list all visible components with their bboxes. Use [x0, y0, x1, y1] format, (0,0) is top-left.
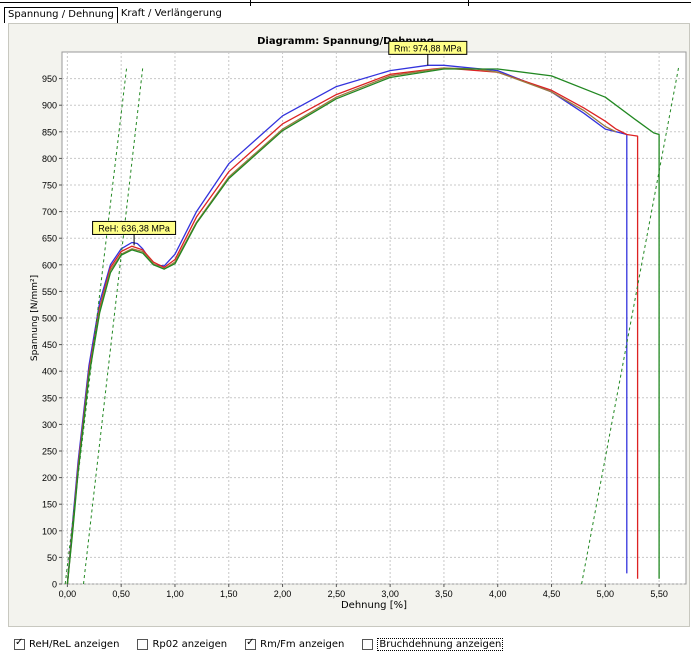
- y-tick-label: 0: [52, 580, 57, 590]
- annotation-label: Rm: 974,88 MPa: [394, 43, 462, 53]
- rp02-label: Rp02 anzeigen: [152, 638, 228, 650]
- y-tick-label: 750: [42, 181, 57, 191]
- y-tick-label: 850: [42, 127, 57, 137]
- options-bar: ReH/ReL anzeigen Rp02 anzeigen Rm/Fm anz…: [14, 636, 521, 652]
- x-tick-label: 4,50: [543, 589, 561, 599]
- x-tick-label: 2,50: [328, 589, 346, 599]
- y-tick-label: 250: [42, 447, 57, 457]
- y-tick-label: 450: [42, 340, 57, 350]
- y-tick-label: 800: [42, 154, 57, 164]
- x-tick-label: 3,50: [435, 589, 453, 599]
- annotation-box: [388, 40, 468, 55]
- stress-curve-3: [66, 68, 660, 584]
- rm-fm-checkbox[interactable]: Rm/Fm anzeigen: [245, 637, 345, 650]
- x-tick-label: 1,50: [220, 589, 238, 599]
- reh-rel-checkbox-box[interactable]: [14, 637, 25, 650]
- y-tick-label: 900: [42, 101, 57, 111]
- annotation-box: [92, 220, 177, 235]
- rp02-checkbox-box[interactable]: [137, 638, 149, 650]
- y-tick-label: 650: [42, 234, 57, 244]
- bruchdehnung-label: Bruchdehnung anzeigen: [377, 637, 504, 651]
- tab-spannung-dehnung[interactable]: Spannung / Dehnung: [4, 7, 118, 23]
- y-axis-label: Spannung [N/mm²]: [30, 275, 40, 361]
- x-axis-label: Dehnung [%]: [341, 600, 407, 611]
- top-border: [0, 0, 691, 6]
- tab-bar: Spannung / Dehnung Kraft / Verlängerung: [4, 7, 225, 23]
- tab-kraft-verlaengerung[interactable]: Kraft / Verlängerung: [120, 8, 222, 19]
- y-tick-label: 600: [42, 260, 57, 270]
- x-tick-label: 5,00: [597, 589, 615, 599]
- fit-line-4: [64, 67, 128, 584]
- chart-title: Diagramm: Spannung/Dehnung: [257, 36, 434, 47]
- fit-line-5: [83, 67, 144, 584]
- reh-rel-label: ReH/ReL anzeigen: [29, 638, 120, 650]
- x-tick-label: 0,50: [112, 589, 130, 599]
- y-tick-label: 700: [42, 207, 57, 217]
- y-tick-label: 500: [42, 314, 57, 324]
- bruchdehnung-checkbox[interactable]: Bruchdehnung anzeigen: [362, 637, 504, 651]
- stress-curve-1: [66, 67, 639, 584]
- y-tick-label: 350: [42, 393, 57, 403]
- x-tick-label: 5,50: [650, 589, 668, 599]
- rm-fm-label: Rm/Fm anzeigen: [260, 638, 345, 650]
- y-tick-label: 150: [42, 500, 57, 510]
- bruchdehnung-checkbox-box[interactable]: [362, 638, 374, 650]
- y-tick-label: 300: [42, 420, 57, 430]
- rp02-checkbox[interactable]: Rp02 anzeigen: [137, 638, 228, 650]
- x-tick-label: 1,00: [166, 589, 184, 599]
- y-tick-label: 200: [42, 473, 57, 483]
- y-tick-label: 550: [42, 287, 57, 297]
- x-tick-label: 3,00: [381, 589, 399, 599]
- reh-rel-checkbox[interactable]: ReH/ReL anzeigen: [14, 637, 120, 650]
- x-tick-label: 0,00: [59, 589, 77, 599]
- rm-fm-checkbox-box[interactable]: [245, 637, 257, 650]
- y-tick-label: 950: [42, 74, 57, 84]
- y-tick-label: 50: [47, 553, 57, 563]
- x-tick-label: 4,00: [489, 589, 507, 599]
- x-tick-label: 2,00: [274, 589, 292, 599]
- stress-curve-0: [66, 64, 628, 584]
- y-tick-label: 400: [42, 367, 57, 377]
- y-tick-label: 100: [42, 526, 57, 536]
- annotation-label: ReH: 636,38 MPa: [98, 223, 170, 233]
